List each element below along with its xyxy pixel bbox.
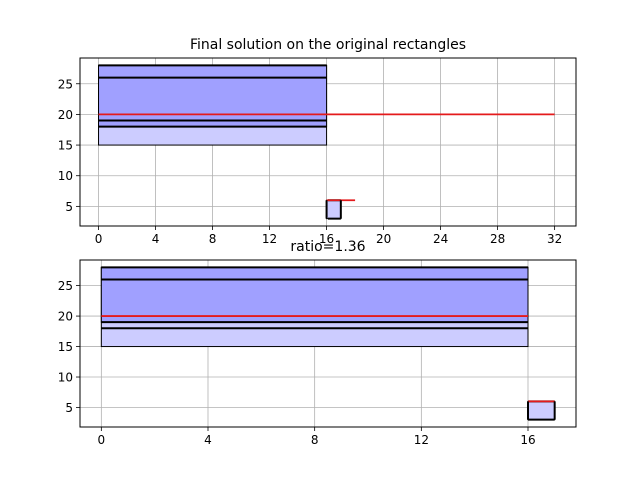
top-x-tick-label: 8 — [209, 232, 217, 246]
bottom-y-tick-label: 10 — [58, 371, 73, 385]
bottom-chart-title: ratio=1.36 — [290, 239, 365, 255]
bottom-x-tick-label: 0 — [98, 433, 106, 447]
top-axes-frame — [79, 57, 577, 227]
top-x-tick-label: 20 — [376, 232, 391, 246]
top-x-tick-label: 12 — [262, 232, 277, 246]
top-x-tick-label: 24 — [433, 232, 448, 246]
top-x-tick-label: 4 — [152, 232, 160, 246]
top-x-tick-label: 16 — [319, 232, 334, 246]
top-y-tick-label: 20 — [58, 108, 73, 122]
top-x-tick-label: 32 — [547, 232, 562, 246]
bottom-y-tick-label: 15 — [58, 340, 73, 354]
top-y-tick-label: 5 — [65, 200, 73, 214]
bottom-rectangle — [100, 266, 529, 323]
top-chart-title: Final solution on the original rectangle… — [190, 37, 466, 53]
top-x-tick-label: 0 — [95, 232, 103, 246]
bottom-y-tick-label: 25 — [58, 279, 73, 293]
bottom-x-tick-label: 8 — [311, 433, 319, 447]
top-x-tick-label: 28 — [490, 232, 505, 246]
top-y-tick-label: 10 — [58, 169, 73, 183]
top-rectangle — [98, 64, 328, 128]
bottom-y-tick-label: 20 — [58, 310, 73, 324]
bottom-x-tick-label: 16 — [520, 433, 535, 447]
top-y-tick-label: 15 — [58, 139, 73, 153]
bottom-x-tick-label: 4 — [204, 433, 212, 447]
top-chart: 0 4 8 12 16 20 24 28 32 5 10 15 20 25 Final solution o… — [58, 37, 577, 246]
top-y-tick-label: 25 — [58, 77, 73, 91]
bottom-x-tick-label: 12 — [414, 433, 429, 447]
bottom-chart: 0 4 8 12 16 5 10 15 20 25 ratio=1.36 — [58, 239, 577, 447]
bottom-rectangle — [527, 400, 556, 421]
top-rectangle — [326, 199, 342, 220]
bottom-y-tick-label: 5 — [65, 401, 73, 415]
bottom-axes-frame — [79, 259, 577, 428]
